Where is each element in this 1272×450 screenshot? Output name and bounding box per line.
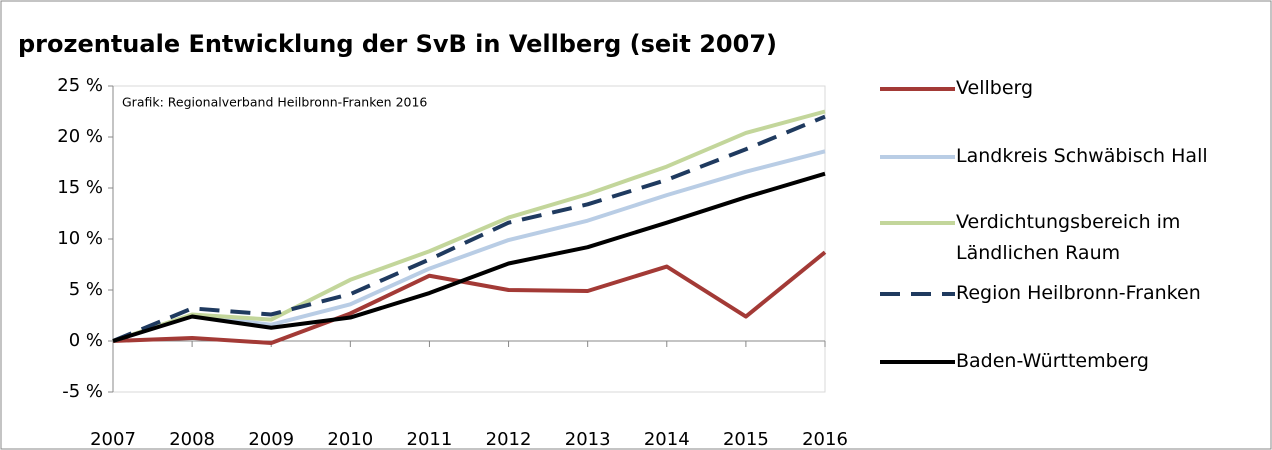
x-tick-label: 2008 xyxy=(169,429,215,450)
chart-title: prozentuale Entwicklung der SvB in Vellb… xyxy=(18,30,777,58)
series-line xyxy=(112,250,827,346)
series-line xyxy=(112,149,826,343)
x-tick-label: 2011 xyxy=(407,429,453,450)
y-tick-label: 15 % xyxy=(57,177,103,198)
legend-label: Vellberg xyxy=(956,77,1034,99)
x-tick-label: 2007 xyxy=(90,429,136,450)
y-tick-label: 0 % xyxy=(69,330,103,351)
annotation: Grafik: Regionalverband Heilbronn-Franke… xyxy=(122,95,427,110)
legend-label: Verdichtungsbereich im Ländlichen Raum xyxy=(956,211,1181,264)
x-tick-label: 2016 xyxy=(802,429,848,450)
x-tick-label: 2015 xyxy=(723,429,769,450)
y-tick-label: 10 % xyxy=(57,228,103,249)
y-tick-label: 25 % xyxy=(57,75,103,96)
x-tick-label: 2010 xyxy=(327,429,373,450)
series-line xyxy=(112,109,826,343)
y-tick-label: 20 % xyxy=(57,126,103,147)
y-tick-label: 5 % xyxy=(69,279,103,300)
x-tick-label: 2009 xyxy=(248,429,294,450)
x-tick-label: 2012 xyxy=(486,429,532,450)
legend-label: Baden-Württemberg xyxy=(956,350,1149,372)
y-tick-label: -5 % xyxy=(62,381,103,402)
legend-label: Region Heilbronn-Franken xyxy=(956,282,1201,304)
series-line xyxy=(112,114,826,343)
series-line xyxy=(112,171,826,343)
x-tick-label: 2013 xyxy=(565,429,611,450)
legend-label: Landkreis Schwäbisch Hall xyxy=(956,145,1208,167)
x-tick-label: 2014 xyxy=(644,429,690,450)
